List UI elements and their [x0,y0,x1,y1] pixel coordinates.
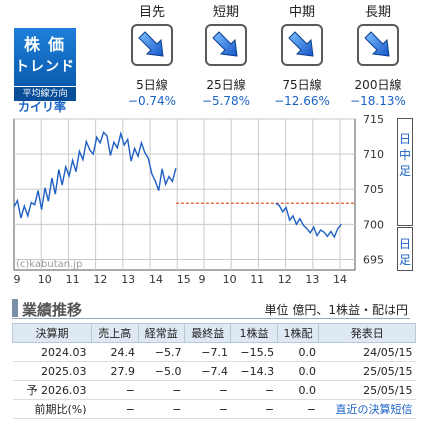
table-cell: −5.0 [138,361,185,381]
deviation-value: −18.13% [350,94,406,108]
table-cell: 予 2026.03 [12,380,92,400]
performance-unit: 単位 億円、1株益・配は円 [264,303,408,317]
table-cell: 25/05/15 [318,380,416,400]
table-cell: 27.9 [91,361,138,381]
x-tick-label: 11 [250,273,264,286]
moving-average-label: 75日線 [282,78,322,92]
trend-column: 中期 75日線 −12.66% [272,4,332,109]
table-cell: − [91,380,138,400]
trend-column: 目先 5日線 −0.74% [122,4,182,109]
x-tick-label: 12 [278,273,292,286]
table-cell: 前期比(%) [12,399,92,419]
moving-average-label: 25日線 [206,78,246,92]
x-tick-label: 9 [199,273,206,286]
performance-table: 決算期 売上高 経常益 最終益 1株益 1株配 発表日 2024.03 24.4 −5.7 −7.… [11,323,416,419]
table-row: 2025.03 27.9 −5.0 −7.4 −14.3 0.0 25/05/15 [12,361,416,381]
moving-average-label: 200日線 [354,78,402,92]
column-header: 1株益 [230,323,278,343]
trend-arrow-box[interactable] [205,24,247,66]
y-tick-label: 700 [363,218,384,231]
table-row: 予 2026.03− − − −0.0 25/05/15 [12,380,416,400]
down-right-arrow-icon [364,31,390,57]
y-tick-label: 695 [363,253,384,266]
down-right-arrow-icon [288,31,314,57]
table-cell: 0.0 [277,380,319,400]
deviation-value: −12.66% [274,94,330,108]
performance-header: 業績推移 単位 億円、1株益・配は円 [12,299,410,319]
trend-term: 長期 [364,5,391,20]
table-cell: − [277,399,319,419]
x-tick-label: 10 [38,273,52,286]
price-chart-svg: 715 710 705 700 695 9 10 11 12 13 14 15 9 10 11 12 13 14 (… [13,113,384,286]
column-header: 売上高 [91,323,139,343]
price-series-line [275,202,342,239]
trend-term: 中期 [288,5,315,20]
price-chart: 715 710 705 700 695 9 10 11 12 13 14 15 9 10 11 12 13 14 (… [0,113,434,288]
table-header-row: 決算期 売上高 経常益 最終益 1株益 1株配 発表日 [11,323,416,343]
table-row-yoy: 前期比(%) − − − − − 直近の決算短信 [12,399,416,419]
latest-earnings-report-link[interactable]: 直近の決算短信 [318,399,416,419]
watermark: (c)kabutan.jp [16,259,82,270]
y-tick-label: 705 [363,183,384,196]
trend-term: 短期 [212,5,239,20]
down-right-arrow-icon [212,31,238,57]
table-cell: − [184,399,231,419]
table-cell: 2024.03 [12,342,92,362]
trend-column: 長期 200日線 −18.13% [348,4,408,109]
table-cell: 24/05/15 [318,342,416,362]
x-tick-label: 13 [305,273,319,286]
trend-badge-title: 株価 トレンド [14,28,76,86]
table-cell: − [91,399,138,419]
title-bar-decoration [12,299,18,317]
x-tick-label: 13 [121,273,135,286]
x-tick-label: 11 [66,273,80,286]
x-tick-label: 14 [149,273,163,286]
table-cell: −14.3 [230,361,278,381]
y-tick-label: 710 [363,148,384,161]
table-cell: 24.4 [91,342,138,362]
trend-column: 短期 25日線 −5.78% [196,4,256,109]
moving-average-label: 5日線 [136,78,168,92]
kairi-label: カイリ率 [18,100,67,114]
column-header: 最終益 [183,323,232,343]
trend-term: 目先 [138,5,165,20]
table-cell: − [138,399,185,419]
x-tick-label: 10 [223,273,237,286]
table-cell: 0.0 [277,361,319,381]
table-cell: − [230,399,278,419]
x-tick-label: 9 [14,273,21,286]
y-tick-label: 715 [363,114,384,126]
table-cell: −7.1 [184,342,231,362]
table-cell: −7.4 [184,361,231,381]
trend-arrow-box[interactable] [357,24,399,66]
tab-daily[interactable]: 日足 [397,227,413,271]
price-series-line [13,130,177,219]
trend-arrow-box[interactable] [281,24,323,66]
table-row: 2024.03 24.4 −5.7 −7.1 −15.5 0.0 24/05/15 [12,342,416,362]
deviation-value: −0.74% [127,94,177,108]
x-tick-label: 12 [93,273,107,286]
table-cell: − [138,380,185,400]
trend-arrow-box[interactable] [131,24,173,66]
x-tick-label: 15 [177,273,191,286]
column-header: 経常益 [137,323,185,343]
table-cell: 0.0 [277,342,319,362]
table-cell: 25/05/15 [318,361,416,381]
column-header: 決算期 [11,323,93,343]
column-header: 1株配 [276,323,320,343]
performance-title: 業績推移 [22,301,83,319]
plot-area [13,118,356,271]
stock-trend-badge: 株価 トレンド 平均線方向 [14,28,76,113]
x-tick-label: 14 [333,273,347,286]
tab-intraday[interactable]: 日中足 [397,118,413,226]
table-cell: − [230,380,278,400]
deviation-value: −5.78% [201,94,251,108]
table-cell: −5.7 [138,342,185,362]
table-cell: − [184,380,231,400]
trend-badge-subtitle: 平均線方向 [14,87,76,101]
table-cell: 2025.03 [12,361,92,381]
column-header: 発表日 [318,323,416,343]
down-right-arrow-icon [138,31,164,57]
table-cell: −15.5 [230,342,278,362]
